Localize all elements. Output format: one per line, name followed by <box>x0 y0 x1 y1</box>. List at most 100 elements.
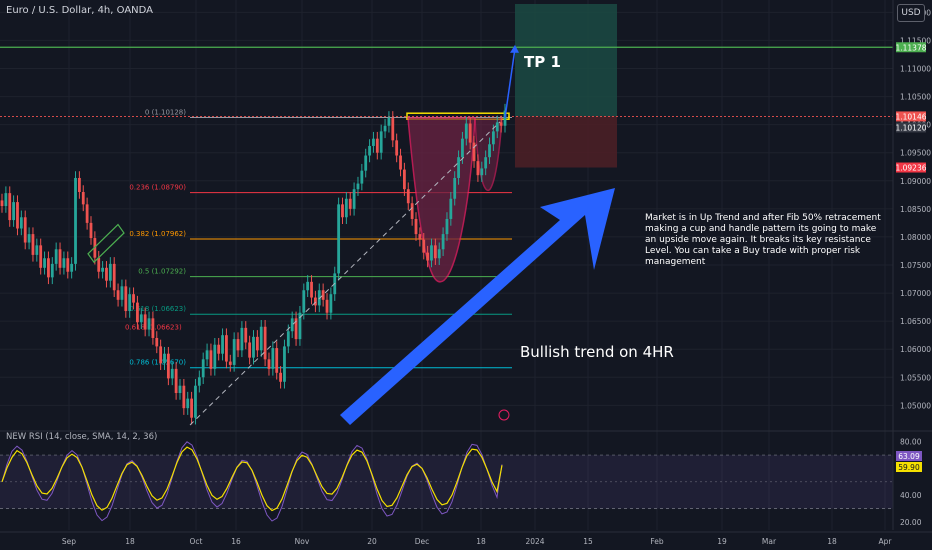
time-axis[interactable]: Sep 18 Oct 16 Nov 20 Dec 18 2024 15 Feb 19 Mar 18 Apr <box>0 531 932 546</box>
candle-body <box>81 192 85 205</box>
price-badge <box>896 122 926 133</box>
candle-body <box>356 183 360 190</box>
candle-body <box>70 263 74 272</box>
candle-body <box>410 203 414 219</box>
candle-body <box>252 336 255 358</box>
target-zone <box>515 4 617 117</box>
candle-body <box>433 245 437 259</box>
rsi-indicator-label[interactable]: NEW RSI (14, close, SMA, 14, 2, 36) <box>6 432 158 442</box>
candle-body <box>372 138 375 146</box>
candle-body <box>263 326 267 360</box>
candle-body <box>337 204 341 274</box>
rsi-signal-value: 59.90 <box>898 463 920 472</box>
candle-body <box>259 326 263 351</box>
price-badge <box>896 162 926 173</box>
candle-body <box>8 193 12 221</box>
candle-body <box>352 189 356 209</box>
candle-body <box>248 342 252 358</box>
price-tick-label: 1.11500 <box>900 36 931 45</box>
time-tick-label: 2024 <box>525 537 544 546</box>
candle-body <box>112 263 116 291</box>
candle-body <box>139 314 143 323</box>
candle-body <box>395 140 399 156</box>
currency-button[interactable]: USD <box>897 4 925 22</box>
candle-body <box>166 353 170 379</box>
candle-body <box>89 222 93 239</box>
candle-body <box>403 169 406 190</box>
candle-body <box>499 122 503 126</box>
candle-body <box>441 234 445 250</box>
candle-body <box>190 398 193 418</box>
candle-body <box>422 239 426 253</box>
candle-body <box>244 327 248 343</box>
candle-body <box>205 350 209 360</box>
candle-body <box>457 157 460 178</box>
take-profit-label: TP 1 <box>524 53 561 71</box>
time-tick-label: Oct <box>190 537 203 546</box>
candle-body <box>201 359 205 378</box>
symbol-title[interactable]: Euro / U.S. Dollar, 4h, OANDA <box>6 5 154 16</box>
candle-body <box>147 318 151 330</box>
price-tick-label: 1.08500 <box>900 205 931 214</box>
candle-body <box>348 198 352 209</box>
time-tick-label: Apr <box>879 537 893 546</box>
candle-body <box>74 177 77 264</box>
candle-body <box>58 249 62 268</box>
candle-body <box>77 177 81 193</box>
candle-body <box>151 318 155 338</box>
candle-body <box>480 168 484 176</box>
candle-body <box>35 245 39 255</box>
candle-body <box>39 245 43 268</box>
fib-level-label: 0.5 (1.07292) <box>138 268 186 276</box>
candle-body <box>27 234 31 243</box>
candle-body <box>105 267 108 281</box>
price-axis[interactable]: 1.120001.115001.110001.105001.100001.095… <box>892 0 931 530</box>
price-tick-label: 1.06000 <box>900 345 931 354</box>
candle-body <box>0 200 4 207</box>
price-tick-label: 1.11000 <box>900 64 931 73</box>
flag-channel <box>87 223 125 264</box>
rsi-axis-label: 80.00 <box>900 438 922 447</box>
fib-level-label: 0.618 (1.06623) <box>129 305 186 313</box>
candle-body <box>426 252 430 261</box>
price-tick-label: 1.07500 <box>900 261 931 270</box>
candle-body <box>321 290 325 300</box>
candle-body <box>414 218 418 235</box>
candle-body <box>163 353 166 364</box>
rsi-signal-line <box>1 446 503 512</box>
candle-body <box>453 177 457 199</box>
price-badge <box>896 111 926 122</box>
trend-dashed-line <box>189 121 501 426</box>
candle-body <box>120 286 124 300</box>
candle-body <box>124 286 128 312</box>
tp-arrow-head <box>510 44 519 53</box>
candle-body <box>286 331 290 347</box>
time-tick-label: Dec <box>415 537 430 546</box>
candle-body <box>495 122 499 132</box>
candle-body <box>12 202 16 221</box>
rsi-axis-label: 40.00 <box>900 491 922 500</box>
candle-body <box>108 263 112 281</box>
rsi-value-badge <box>896 451 922 461</box>
time-tick-label: 15 <box>583 537 593 546</box>
tp-arrow-line <box>504 48 516 119</box>
bullish-arrow <box>340 188 615 425</box>
candle-body <box>209 350 213 369</box>
candle-body <box>488 144 491 158</box>
candle-body <box>4 193 8 207</box>
candle-body <box>491 131 495 145</box>
price-badge-value: 1.10146 <box>895 112 926 121</box>
candle-body <box>283 346 286 382</box>
candle-body <box>47 258 50 278</box>
candle-body <box>314 297 317 306</box>
candle-body <box>387 117 391 126</box>
candle-body <box>360 170 364 184</box>
candle-body <box>240 327 244 351</box>
candle-body <box>178 385 182 393</box>
candle-body <box>225 335 228 362</box>
candle-body <box>116 290 120 300</box>
trend-label: Bullish trend on 4HR <box>520 343 674 361</box>
candle-body <box>503 110 507 126</box>
